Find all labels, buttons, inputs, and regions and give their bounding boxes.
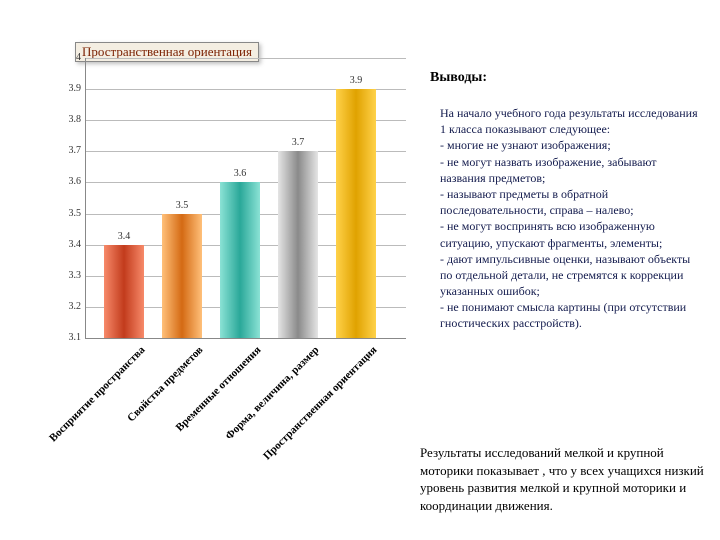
- conclusions-body: На начало учебного года результаты иссле…: [440, 105, 700, 332]
- bullet-line: - не могут воспринять всю изображенную с…: [440, 218, 700, 250]
- bottom-paragraph: Результаты исследований мелкой и крупной…: [420, 444, 710, 514]
- bars-container: 3.4 3.5 3.6 3.7 3.9: [86, 58, 406, 338]
- bullet-line: - дают импульсивные оценки, называют объ…: [440, 251, 700, 300]
- bar: 3.5: [162, 214, 202, 338]
- bar-chart: 3.13.23.33.43.53.63.73.83.94 3.43.53.63.…: [55, 56, 405, 426]
- bar: 3.7: [278, 151, 318, 338]
- y-tick-label: 4: [51, 52, 81, 63]
- bar-value-label: 3.4: [104, 231, 144, 242]
- y-tick-label: 3.9: [51, 83, 81, 94]
- slide: Пространственная ориентация 3.1 3.2 3.3 3.4…: [0, 0, 720, 540]
- bar-value-label: 3.9: [336, 75, 376, 86]
- y-tick-label: 3.4: [51, 239, 81, 250]
- conclusions-heading: Выводы:: [430, 70, 487, 86]
- bullet-line: - многие не узнают изображения;: [440, 137, 700, 153]
- bullet-line: - не могут назвать изображение, забывают…: [440, 154, 700, 186]
- bar-value-label: 3.6: [220, 168, 260, 179]
- x-axis-label: Временные отношения: [114, 344, 264, 494]
- bullet-line: - называют предметы в обратной последова…: [440, 186, 700, 218]
- bullet-line: - не понимают смысла картины (при отсутс…: [440, 299, 700, 331]
- plot-area: 3.4 3.5 3.6 3.7 3.9: [85, 58, 406, 339]
- x-axis-label: Форма, величина, размер: [172, 344, 322, 494]
- bar: 3.9: [336, 89, 376, 338]
- x-axis-label: Пространственная ориентация: [230, 344, 380, 494]
- bar: 3.4: [104, 245, 144, 338]
- bar: 3.6: [220, 182, 260, 338]
- y-tick-label: 3.1: [51, 332, 81, 343]
- y-tick-label: 3.8: [51, 114, 81, 125]
- y-tick-label: 3.3: [51, 270, 81, 281]
- bar-value-label: 3.5: [162, 200, 202, 211]
- x-axis-label: Восприятие пространства: [0, 344, 147, 494]
- y-tick-label: 3.2: [51, 301, 81, 312]
- y-tick-label: 3.7: [51, 145, 81, 156]
- y-tick-label: 3.5: [51, 208, 81, 219]
- bar-value-label: 3.7: [278, 137, 318, 148]
- y-tick-label: 3.6: [51, 176, 81, 187]
- intro-line: На начало учебного года результаты иссле…: [440, 105, 700, 137]
- x-axis-label: Свойства предметов: [56, 344, 206, 494]
